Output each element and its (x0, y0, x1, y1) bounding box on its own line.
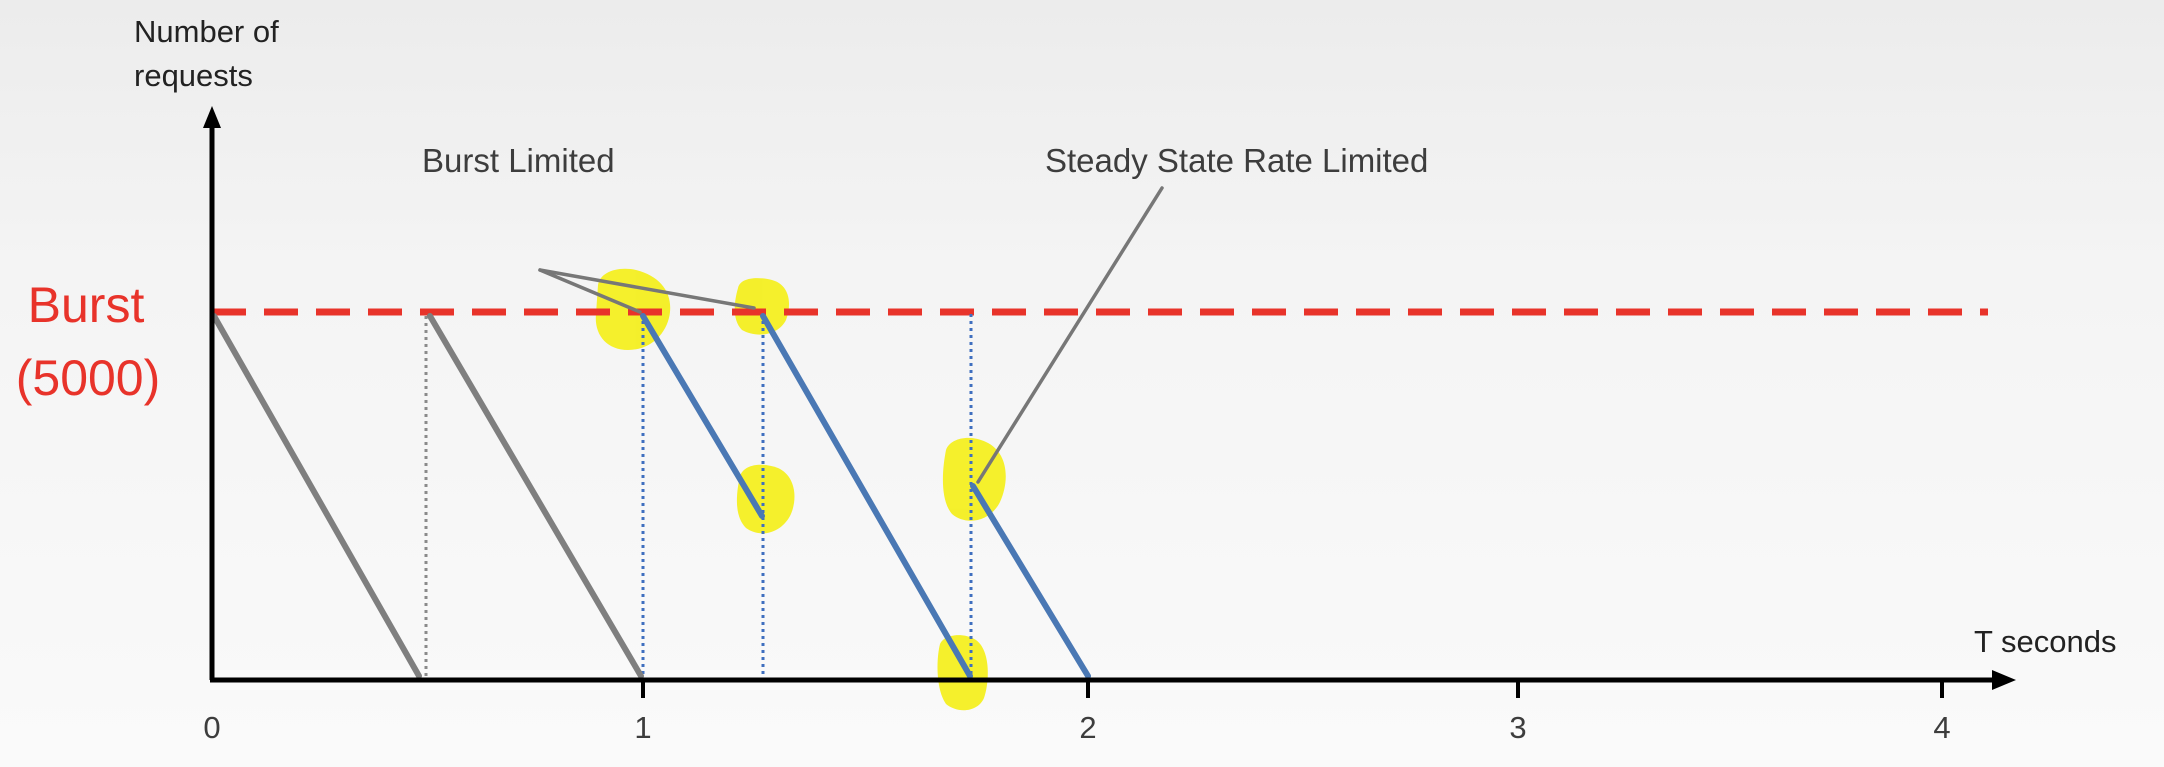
request-drain-line (970, 483, 1091, 679)
x-tick-label: 4 (1933, 710, 1950, 745)
x-tick-labels: 0 1 2 3 4 (203, 710, 1950, 745)
burst-label: Burst (28, 277, 145, 333)
x-axis-arrow-icon (1992, 670, 2016, 690)
x-tick-label: 2 (1079, 710, 1096, 745)
highlight-mark (942, 437, 1006, 521)
callout-line (976, 186, 1164, 484)
callout-line (538, 268, 642, 314)
dotted-guides (424, 314, 973, 678)
axes (209, 122, 1992, 683)
request-drain-line (211, 313, 422, 679)
x-axis-label: T seconds (1974, 624, 2116, 659)
callout-line (538, 268, 756, 310)
y-axis-label-line1: Number of (134, 14, 279, 49)
gray-request-lines (211, 313, 644, 679)
request-drain-line (427, 313, 644, 679)
x-tick-label: 3 (1509, 710, 1526, 745)
request-drain-line (640, 313, 765, 519)
x-tick-label: 0 (203, 710, 220, 745)
burst-limited-annotation: Burst Limited (422, 142, 615, 179)
blue-request-lines (640, 313, 1091, 679)
highlight-mark (734, 278, 790, 335)
highlight-mark (736, 464, 795, 534)
x-tick-label: 1 (634, 710, 651, 745)
callout-lines (538, 186, 1164, 484)
y-axis-label-line2: requests (134, 58, 253, 93)
x-ticks (641, 680, 1944, 698)
highlight-mark (937, 635, 988, 711)
steady-state-annotation: Steady State Rate Limited (1045, 142, 1428, 179)
burst-value-label: (5000) (16, 350, 161, 406)
y-axis-arrow-icon (203, 106, 221, 128)
request-drain-line (760, 313, 973, 679)
